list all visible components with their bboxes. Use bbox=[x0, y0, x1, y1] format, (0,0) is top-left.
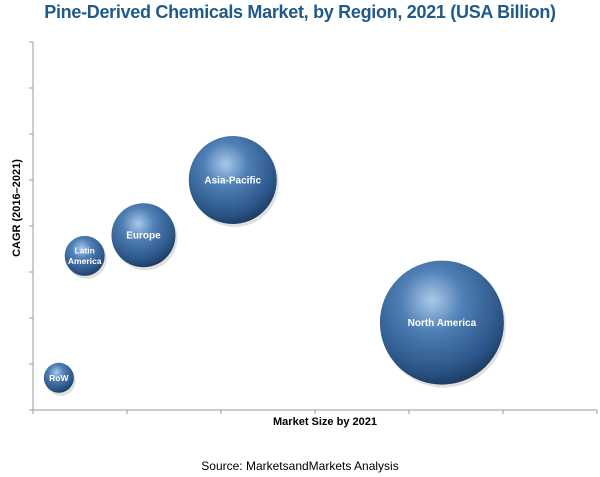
bubble-label: Latin America bbox=[68, 246, 102, 267]
bubble-mark bbox=[188, 136, 277, 224]
bubble-europe: Europe bbox=[111, 203, 178, 271]
bubble-label: RoW bbox=[49, 373, 69, 383]
bubble-mark bbox=[111, 203, 176, 268]
bubble-label: Asia-Pacific bbox=[204, 176, 261, 187]
bubble-north-america: North America bbox=[379, 260, 506, 388]
bubble-latin-america: Latin America bbox=[64, 235, 107, 279]
bubble-layer: RoW Latin America Europe Asia-Pacific North A… bbox=[43, 136, 506, 396]
y-axis-label: CAGR (2016–2021) bbox=[11, 159, 23, 257]
bubble-label: Europe bbox=[126, 231, 161, 242]
bubble-mark bbox=[379, 260, 504, 385]
bubble-row: RoW bbox=[43, 362, 76, 396]
bubble-asia-pacific: Asia-Pacific bbox=[188, 136, 279, 227]
chart-title: Pine-Derived Chemicals Market, by Region… bbox=[44, 2, 556, 22]
bubble-mark bbox=[43, 362, 74, 393]
bubble-label: North America bbox=[408, 318, 477, 329]
chart-axes bbox=[29, 41, 598, 414]
x-axis-label: Market Size by 2021 bbox=[273, 416, 377, 428]
source-note: Source: MarketsandMarkets Analysis bbox=[201, 459, 399, 473]
bubble-mark bbox=[64, 235, 105, 276]
